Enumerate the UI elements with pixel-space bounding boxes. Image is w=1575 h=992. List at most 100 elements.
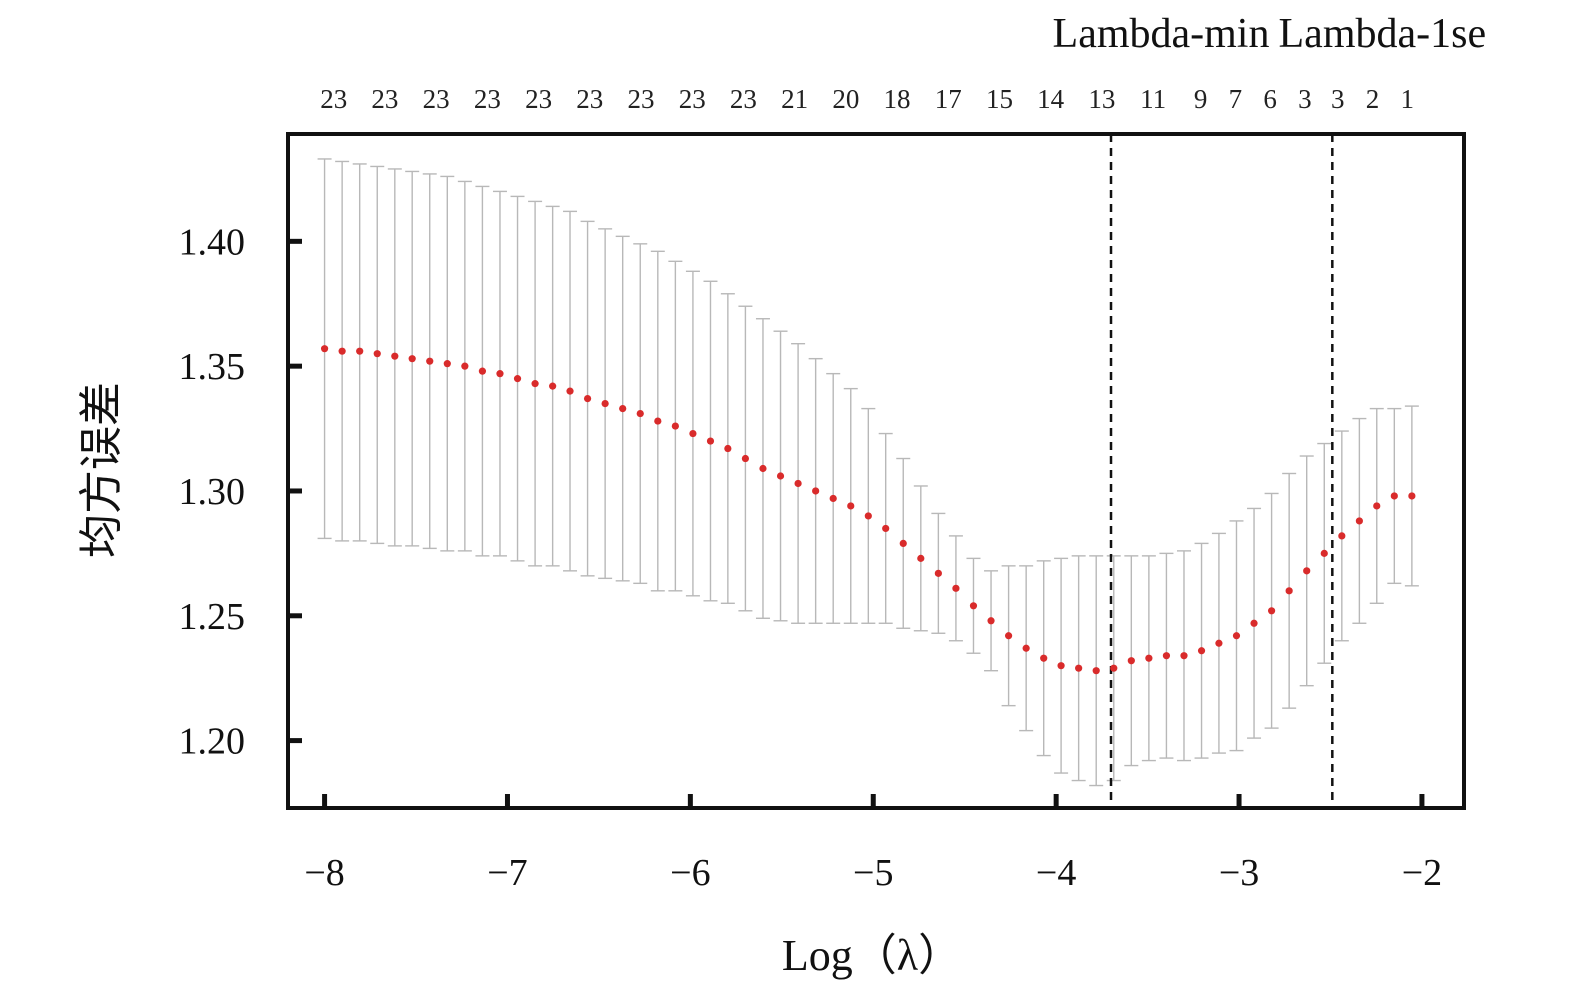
data-point: [1180, 652, 1188, 660]
top-axis-labels: 23 23 23 23 23 23 23 23 23 21 20 18 17 15 14 13 11 9 7 6 3 3 2…: [320, 84, 1414, 114]
data-point: [654, 417, 662, 425]
top-count-label: 3: [1331, 84, 1345, 114]
data-point: [1373, 502, 1381, 510]
data-point: [1092, 667, 1100, 675]
top-count-label: 23: [576, 84, 603, 114]
data-point: [1057, 662, 1065, 670]
data-point: [443, 360, 451, 368]
lambda-reference-lines: [1109, 134, 1334, 808]
top-count-label: 17: [935, 84, 962, 114]
data-point: [338, 347, 346, 355]
data-point: [549, 382, 557, 390]
top-count-label: 23: [474, 84, 501, 114]
data-point: [1127, 657, 1135, 665]
data-point: [566, 387, 574, 395]
data-point: [1408, 492, 1416, 500]
data-point: [864, 512, 872, 520]
x-tick-label: −3: [1219, 852, 1259, 894]
top-count-label: 7: [1229, 84, 1243, 114]
data-point: [969, 602, 978, 610]
x-tick-label: −2: [1402, 852, 1442, 894]
top-count-label: 14: [1037, 84, 1065, 114]
data-point: [1320, 549, 1328, 557]
top-count-label: 23: [627, 84, 654, 114]
data-point: [724, 444, 732, 453]
data-point: [478, 367, 487, 375]
x-tick-label: −4: [1036, 852, 1076, 894]
data-point: [776, 472, 785, 480]
data-point: [513, 375, 522, 383]
data-point: [934, 569, 942, 577]
data-point: [759, 464, 767, 473]
data-point: [1110, 664, 1118, 672]
data-point: [408, 355, 416, 363]
x-tick-label: −6: [670, 852, 710, 894]
data-point: [426, 357, 434, 365]
data-point: [1162, 652, 1171, 660]
x-axis-ticks: −8 −7 −6 −5 −4 −3 −2: [304, 794, 1442, 894]
y-tick-label: 1.20: [179, 721, 246, 763]
data-point: [1004, 632, 1013, 640]
data-point: [1267, 607, 1276, 615]
error-bars: [317, 158, 1419, 787]
mean-error-points: [320, 345, 1416, 675]
plot-frame: [286, 132, 1466, 810]
data-point: [583, 395, 592, 403]
data-point: [1215, 639, 1223, 647]
data-point: [1285, 587, 1293, 595]
data-point: [391, 352, 399, 360]
vline-label: Lambda-min: [1053, 11, 1270, 57]
top-count-label: 23: [730, 84, 757, 114]
data-point: [619, 404, 627, 413]
y-tick-label: 1.30: [179, 471, 246, 513]
top-count-label: 3: [1298, 84, 1312, 114]
data-point: [1040, 654, 1048, 662]
data-point: [373, 350, 381, 358]
data-point: [987, 617, 995, 625]
y-tick-label: 1.40: [179, 221, 246, 263]
top-count-label: 6: [1263, 84, 1277, 114]
data-point: [917, 554, 925, 562]
data-point: [1390, 492, 1398, 500]
top-count-label: 23: [320, 84, 347, 114]
top-count-label: 23: [679, 84, 706, 114]
top-count-label: 18: [884, 84, 911, 114]
data-point: [1355, 517, 1363, 525]
data-point: [636, 409, 644, 418]
top-count-label: 9: [1194, 84, 1208, 114]
x-tick-label: −5: [853, 852, 893, 894]
top-count-label: 23: [525, 84, 552, 114]
top-count-label: 23: [423, 84, 450, 114]
top-count-label: 15: [986, 84, 1013, 114]
data-point: [1075, 664, 1083, 672]
data-point: [1197, 647, 1206, 655]
data-point: [1022, 644, 1030, 652]
data-point: [706, 437, 715, 445]
top-count-label: 21: [781, 84, 808, 114]
data-point: [1338, 532, 1346, 540]
y-tick-label: 1.25: [179, 596, 246, 638]
data-point: [847, 502, 855, 510]
data-point: [952, 584, 960, 592]
data-point: [531, 380, 539, 388]
data-point: [812, 487, 820, 495]
y-tick-label: 1.35: [179, 346, 246, 388]
data-point: [741, 454, 750, 463]
data-point: [356, 347, 364, 355]
data-point: [882, 524, 890, 533]
top-count-label: 1: [1401, 84, 1415, 114]
top-count-label: 11: [1140, 84, 1166, 114]
data-point: [794, 479, 802, 488]
data-point: [496, 370, 504, 378]
data-point: [689, 429, 697, 438]
y-axis-ticks: 1.20 1.25 1.30 1.35 1.40: [179, 221, 302, 763]
data-point: [1232, 632, 1241, 640]
x-tick-label: −8: [304, 852, 344, 894]
x-tick-label: −7: [487, 852, 527, 894]
data-point: [1250, 619, 1258, 627]
data-point: [1303, 567, 1311, 575]
y-axis-label: 均方误差: [77, 382, 126, 558]
data-point: [829, 494, 837, 503]
vline-label: Lambda-1se: [1279, 11, 1487, 57]
